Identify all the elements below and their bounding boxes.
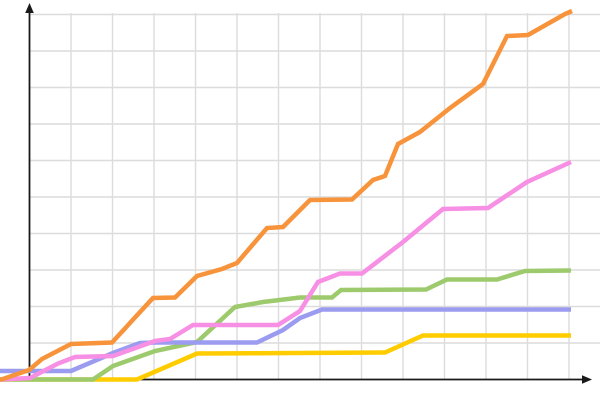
series-pink-line — [0, 159, 572, 382]
series-green-line — [0, 268, 572, 382]
series-orange-line — [0, 8, 573, 383]
series-gold-line — [0, 333, 571, 382]
y-axis-arrow-icon — [25, 3, 34, 13]
gridlines — [29, 13, 600, 379]
x-axis-arrow-icon — [582, 375, 592, 384]
series-periwinkle-line — [0, 307, 571, 374]
